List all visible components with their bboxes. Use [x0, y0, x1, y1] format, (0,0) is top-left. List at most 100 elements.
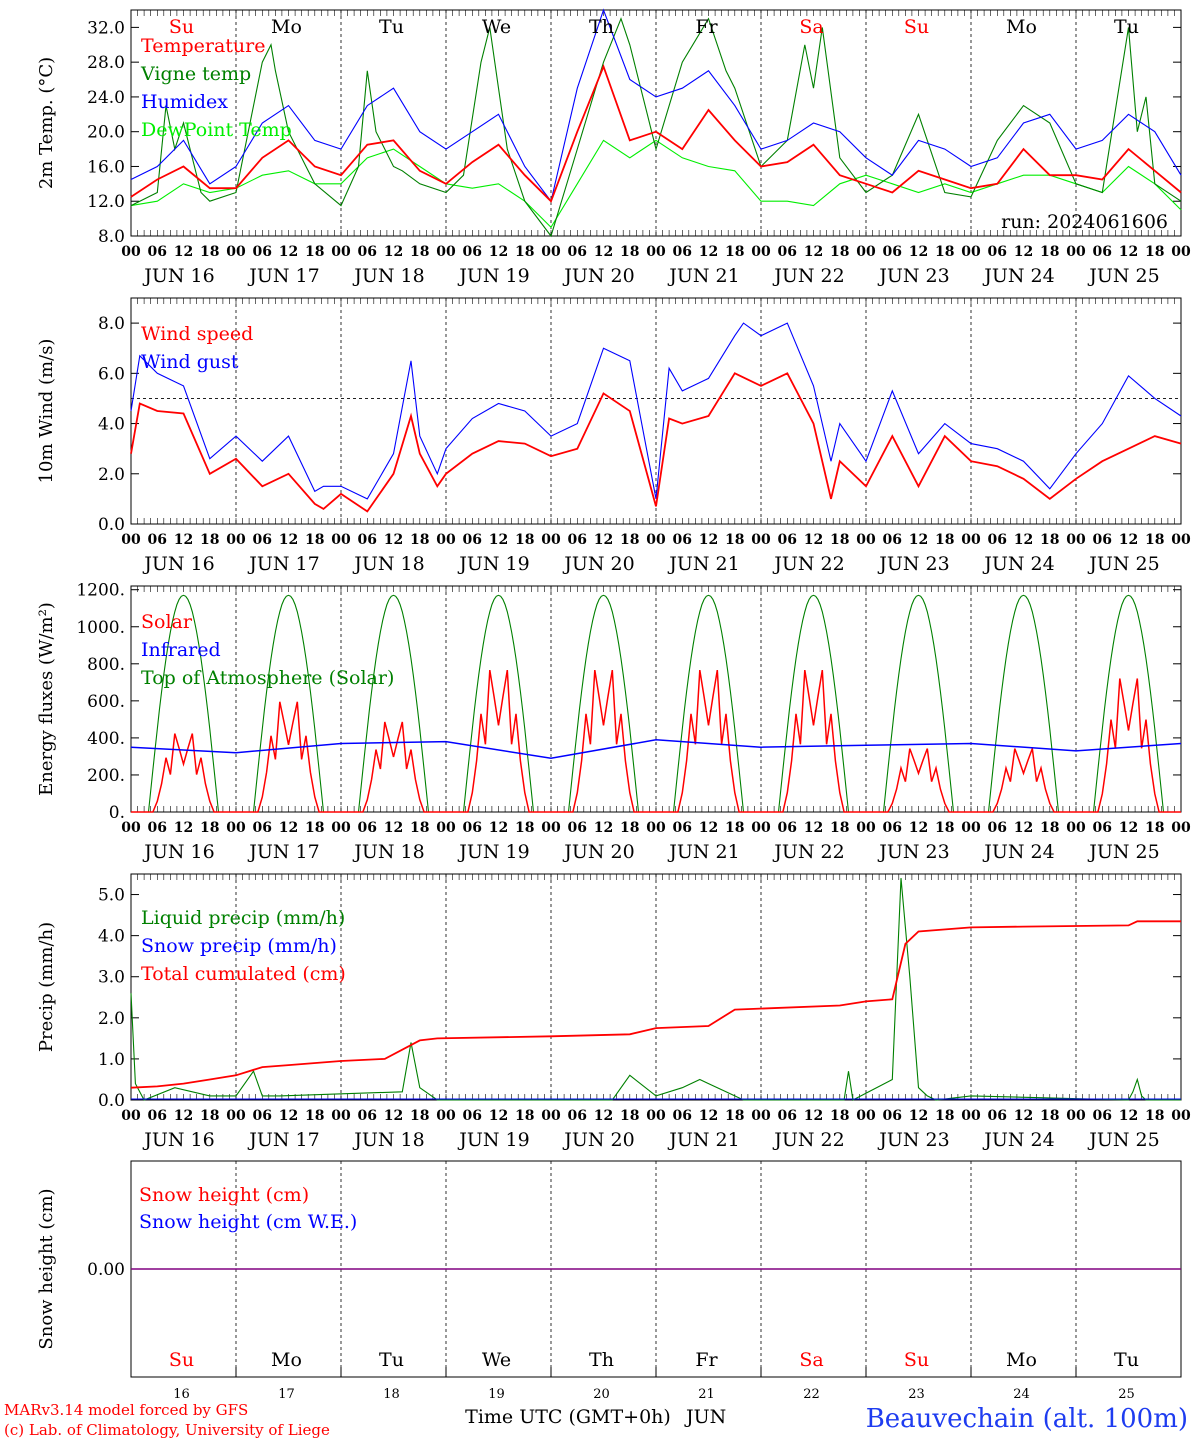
x-date-label: JUN 24 [982, 265, 1054, 287]
x-date-label: JUN 20 [562, 841, 634, 863]
x-hour-tick-label: 12 [279, 532, 298, 548]
x-hour-tick-label: 18 [1145, 820, 1164, 836]
x-hour-tick-label: 18 [410, 1108, 429, 1124]
temperature-line-red [130, 63, 1182, 203]
x-hour-tick-label: 00 [646, 820, 666, 836]
x-hour-tick-label: 06 [988, 820, 1007, 836]
x-hour-tick-label: 00 [751, 244, 771, 260]
minor-ticks-2 [130, 586, 1182, 812]
x-hour-tick-label: 18 [1040, 532, 1059, 548]
toa-solar-line [656, 594, 761, 813]
x-hour-tick-label: 18 [1145, 244, 1164, 260]
x-hour-tick-label: 12 [489, 244, 508, 260]
x-hour-tick-label: 18 [200, 244, 219, 260]
x-hour-tick-label: 12 [804, 244, 823, 260]
x-hour-tick-label: 06 [1093, 820, 1112, 836]
x-hour-tick-label: 18 [935, 1108, 954, 1124]
x-date-label: JUN 17 [247, 1129, 319, 1151]
y-axis-label: 10m Wind (m/s) [36, 339, 57, 484]
legend-wind-gust: Wind gust [141, 351, 239, 373]
x-hour-tick-label: 06 [148, 244, 167, 260]
x-hour-tick-label: 12 [699, 532, 718, 548]
weekday-label: Su [904, 16, 929, 38]
legend-wind-speed: Wind speed [141, 323, 253, 345]
toa-solar-line [446, 594, 551, 813]
x-hour-tick-label: 06 [883, 532, 902, 548]
x-hour-tick-label: 12 [384, 820, 403, 836]
x-hour-tick-label: 18 [305, 1108, 324, 1124]
y-tick-label: 2.0 [98, 1009, 125, 1029]
weekday-label-bottom: Tu [379, 1349, 404, 1371]
weekday-label: Sa [799, 16, 823, 38]
x-hour-tick-label: 18 [515, 1108, 534, 1124]
x-date-label: JUN 22 [772, 553, 844, 575]
x-hour-tick-label: 12 [1119, 1108, 1138, 1124]
x-hour-tick-label: 12 [699, 820, 718, 836]
x-hour-tick-label: 12 [1014, 820, 1033, 836]
day-number-label: 23 [908, 1387, 925, 1402]
y-tick-label: 0. [109, 803, 125, 823]
x-hour-tick-label: 00 [541, 1108, 561, 1124]
x-hour-tick-label: 18 [1040, 244, 1059, 260]
x-hour-tick-label: 00 [436, 532, 456, 548]
x-hour-tick-label: 18 [725, 1108, 744, 1124]
x-date-label: JUN 17 [247, 553, 319, 575]
x-hour-tick-label: 12 [1014, 532, 1033, 548]
x-date-label: JUN 21 [667, 553, 739, 575]
weekday-label: Su [169, 16, 194, 38]
vigne-temp-line [130, 17, 1182, 238]
solar-line-red [341, 721, 446, 813]
x-hour-tick-label: 12 [1119, 532, 1138, 548]
x-hour-tick-label: 06 [778, 532, 797, 548]
legend-dewpoint-temp: DewPoint Temp [141, 119, 292, 141]
weekday-label: Mo [1006, 16, 1037, 38]
y-tick-label: 1.0 [98, 1050, 125, 1070]
x-hour-tick-label: 12 [384, 244, 403, 260]
y-axis-label: Precip (mm/h) [36, 922, 57, 1052]
x-hour-tick-label: 06 [883, 244, 902, 260]
y-tick-label: 800. [87, 655, 125, 675]
weekday-label: Th [589, 16, 614, 38]
y-tick-label: 8.0 [98, 227, 125, 247]
solar-line-red [971, 748, 1076, 813]
y-tick-label: 32.0 [87, 18, 125, 38]
x-date-label: JUN 21 [667, 841, 739, 863]
day-number-label: 18 [383, 1387, 400, 1402]
x-hour-tick-label: 00 [331, 244, 351, 260]
x-hour-tick-label: 12 [384, 532, 403, 548]
weekday-label: Tu [379, 16, 404, 38]
x-hour-tick-label: 12 [279, 820, 298, 836]
x-hour-tick-label: 06 [673, 1108, 692, 1124]
minor-ticks-0 [130, 10, 1182, 236]
x-hour-tick-label: 00 [961, 820, 981, 836]
x-hour-tick-label: 06 [778, 1108, 797, 1124]
x-date-label: JUN 19 [457, 841, 529, 863]
x-hour-tick-label: 18 [410, 244, 429, 260]
x-date-label: JUN 18 [352, 553, 424, 575]
x-hour-tick-label: 12 [594, 244, 613, 260]
weekday-label-bottom: Su [169, 1349, 194, 1371]
x-hour-tick-label: 06 [673, 532, 692, 548]
wind-speed-line-red [130, 372, 1182, 513]
x-hour-tick-label: 00 [331, 820, 351, 836]
x-hour-tick-label: 00 [436, 244, 456, 260]
x-hour-tick-label: 06 [673, 244, 692, 260]
x-hour-tick-label: 12 [489, 820, 508, 836]
solar-line-red [1076, 678, 1181, 813]
station-label: Beauvechain (alt. 100m) [866, 1404, 1188, 1434]
dewpoint-line [130, 139, 1182, 229]
x-hour-tick-label: 18 [830, 532, 849, 548]
solar-line-red [656, 669, 761, 813]
y-tick-label: 3.0 [98, 968, 125, 988]
x-hour-tick-label: 06 [778, 820, 797, 836]
y-tick-label: 8.0 [98, 314, 125, 334]
x-date-label: JUN 25 [1087, 1129, 1159, 1151]
legend-humidex: Humidex [141, 91, 228, 113]
legend-temperature: Temperature [141, 35, 265, 57]
legend-total-cumulated-cm-: Total cumulated (cm) [141, 963, 346, 985]
x-hour-tick-label: 00 [226, 532, 246, 548]
legend-snow-0: Snow height (cm) [139, 1184, 309, 1206]
x-hour-tick-label: 12 [489, 1108, 508, 1124]
x-hour-tick-label: 12 [279, 244, 298, 260]
x-hour-tick-label: 18 [830, 244, 849, 260]
